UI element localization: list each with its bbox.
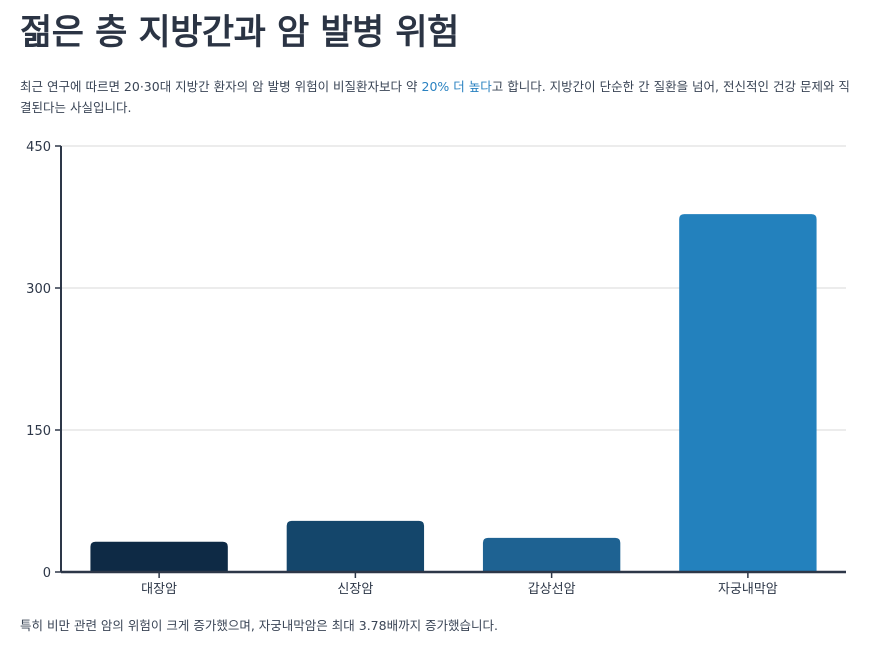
y-tick-label: 150 bbox=[26, 424, 51, 439]
intro-text-start: 최근 연구에 따르면 20·30대 지방간 환자의 암 발병 위험이 비질환자보… bbox=[20, 79, 422, 94]
bars bbox=[90, 214, 817, 572]
x-tick-labels: 대장암 신장암 갑상선암 자궁내막암 bbox=[141, 582, 778, 597]
x-tick-label: 자궁내막암 bbox=[718, 582, 778, 597]
intro-text-end: 고 합니다. 지방간이 단순한 간 질환을 넘어, 전신적인 건강 문제와 직결… bbox=[20, 79, 850, 115]
footnote: 특히 비만 관련 암의 위험이 크게 증가했으며, 자궁내막암은 최대 3.78… bbox=[20, 618, 499, 633]
bar-3 bbox=[482, 537, 621, 572]
intro-highlight: 20% 더 높다 bbox=[421, 79, 492, 94]
axes bbox=[55, 145, 846, 578]
x-tick-label: 갑상선암 bbox=[528, 582, 576, 597]
y-tick-labels: 0 150 300 450 bbox=[26, 140, 51, 581]
bar-4 bbox=[679, 214, 817, 572]
intro-paragraph: 최근 연구에 따르면 20·30대 지방간 환자의 암 발병 위험이 비질환자보… bbox=[20, 76, 855, 118]
page-title: 젊은 층 지방간과 암 발병 위험 bbox=[20, 13, 459, 53]
y-tick-label: 300 bbox=[26, 282, 51, 297]
bar-1 bbox=[90, 541, 228, 572]
y-tick-label: 0 bbox=[43, 566, 51, 581]
bar-chart: 0 150 300 450 대장암 신장암 갑상선암 자궁내막암 bbox=[26, 140, 846, 597]
bar-2 bbox=[286, 520, 425, 572]
y-tick-label: 450 bbox=[26, 140, 51, 155]
x-tick-label: 대장암 bbox=[141, 582, 177, 597]
x-tick-label: 신장암 bbox=[337, 582, 373, 597]
